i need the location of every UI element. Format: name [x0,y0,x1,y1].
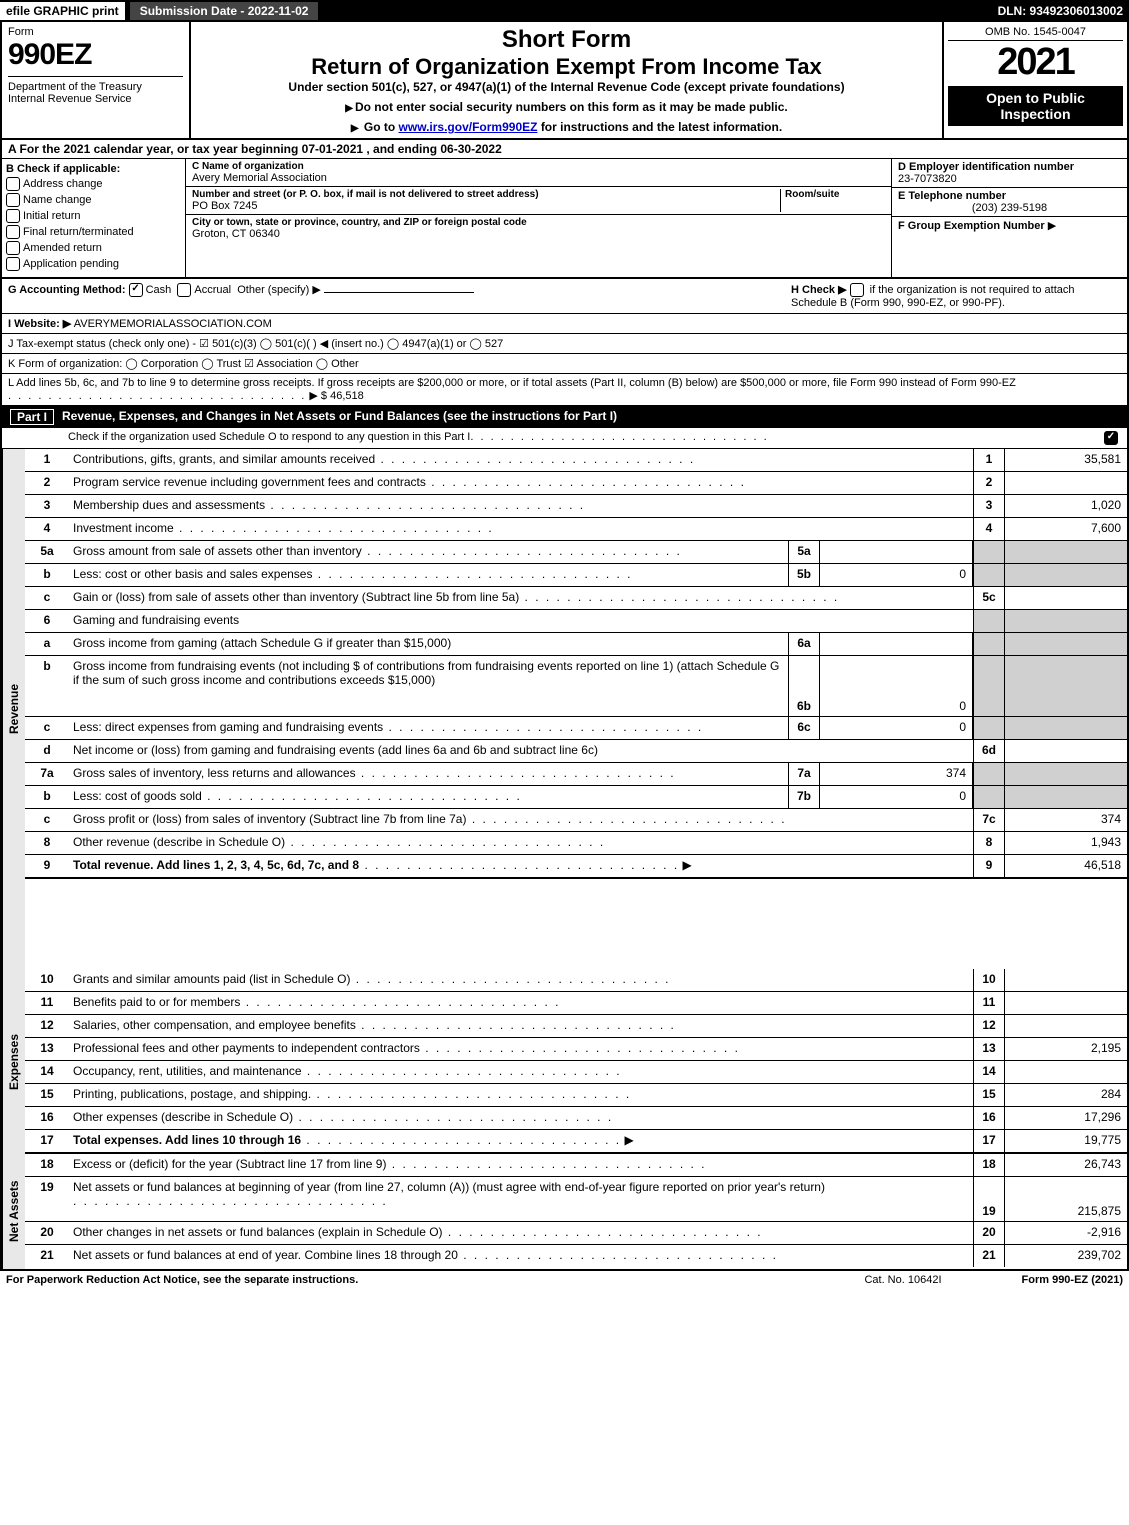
row-l-gross: L Add lines 5b, 6c, and 7b to line 9 to … [0,374,1129,406]
chk-cash[interactable]: ✓ [129,283,143,297]
form-number: 990EZ [8,38,183,72]
val-4: 7,600 [1005,518,1127,540]
c-addr-val: PO Box 7245 [192,200,780,212]
footer-catno: Cat. No. 10642I [864,1274,941,1286]
website-val: AVERYMEMORIALASSOCIATION.COM [74,318,272,330]
form-word: Form [8,26,183,38]
e-phone: (203) 239-5198 [898,202,1121,214]
chk-accrual[interactable] [177,283,191,297]
sidetab-expenses: Expenses [2,969,25,1154]
bullet-goto: Go to www.irs.gov/Form990EZ for instruct… [197,120,936,134]
e-phone-label: E Telephone number [898,190,1121,202]
submission-date: Submission Date - 2022-11-02 [129,1,320,21]
chk-final[interactable]: Final return/terminated [6,225,181,239]
header-right: OMB No. 1545-0047 2021 Open to Public In… [942,22,1127,138]
row-j-status: J Tax-exempt status (check only one) - ☑… [0,334,1129,354]
tax-year: 2021 [948,41,1123,84]
val-13: 2,195 [1005,1038,1127,1060]
open-inspection: Open to Public Inspection [948,86,1123,126]
chk-pending[interactable]: Application pending [6,257,181,271]
col-c-org: C Name of organization Avery Memorial As… [186,159,891,277]
chk-h[interactable] [850,283,864,297]
sidetab-netassets: Net Assets [2,1154,25,1269]
c-name-label: C Name of organization [192,161,885,172]
val-15: 284 [1005,1084,1127,1106]
val-7a: 374 [820,763,973,785]
col-d-ids: D Employer identification number 23-7073… [891,159,1127,277]
chk-initial[interactable]: Initial return [6,209,181,223]
f-group-label: F Group Exemption Number [898,220,1045,232]
val-16: 17,296 [1005,1107,1127,1129]
val-8: 1,943 [1005,832,1127,854]
c-addr-label: Number and street (or P. O. box, if mail… [192,189,780,200]
val-7b: 0 [820,786,973,808]
c-city-label: City or town, state or province, country… [192,217,885,228]
d-ein-label: D Employer identification number [898,161,1121,173]
l-amount: $ 46,518 [321,390,364,402]
g-label: G Accounting Method: [8,284,126,296]
irs-label: Internal Revenue Service [8,93,183,105]
top-bar: efile GRAPHIC print Submission Date - 20… [0,0,1129,22]
val-19: 215,875 [1005,1177,1127,1221]
row-i-website: I Website: ▶ AVERYMEMORIALASSOCIATION.CO… [0,314,1129,334]
efile-label: efile GRAPHIC print [0,2,125,20]
val-18: 26,743 [1005,1154,1127,1176]
section-bcd: B Check if applicable: Address change Na… [0,159,1129,279]
part1-label: Part I [10,409,54,425]
c-room-label: Room/suite [785,189,885,200]
val-1: 35,581 [1005,449,1127,471]
form-header: Form 990EZ Department of the Treasury In… [0,22,1129,140]
irs-link[interactable]: www.irs.gov/Form990EZ [399,120,538,134]
page-footer: For Paperwork Reduction Act Notice, see … [0,1271,1129,1289]
lines-table: Revenue 1Contributions, gifts, grants, a… [0,449,1129,1271]
omb-number: OMB No. 1545-0047 [948,26,1123,41]
row-a-tax-year: A For the 2021 calendar year, or tax yea… [0,140,1129,159]
val-17: 19,775 [1005,1130,1127,1152]
c-name-val: Avery Memorial Association [192,172,885,184]
h-label: H Check ▶ [791,284,847,296]
g-other-input[interactable] [324,292,474,293]
footer-right: Form 990-EZ (2021) [1022,1274,1123,1286]
dept-label: Department of the Treasury [8,76,183,93]
val-21: 239,702 [1005,1245,1127,1267]
main-title: Return of Organization Exempt From Incom… [197,54,936,80]
row-k-orgform: K Form of organization: ◯ Corporation ◯ … [0,354,1129,374]
chk-name[interactable]: Name change [6,193,181,207]
f-group-arrow: ▶ [1048,220,1056,232]
row-gh: G Accounting Method: ✓Cash Accrual Other… [0,279,1129,314]
subtitle: Under section 501(c), 527, or 4947(a)(1)… [197,80,936,94]
footer-left: For Paperwork Reduction Act Notice, see … [6,1274,358,1286]
header-center: Short Form Return of Organization Exempt… [191,22,942,138]
col-b-checkboxes: B Check if applicable: Address change Na… [2,159,186,277]
val-6b: 0 [820,656,973,716]
val-5b: 0 [820,564,973,586]
part1-title: Revenue, Expenses, and Changes in Net As… [62,409,617,425]
bullet-ssn: Do not enter social security numbers on … [197,100,936,114]
d-ein: 23-7073820 [898,173,1121,185]
val-9: 46,518 [1005,855,1127,877]
chk-address[interactable]: Address change [6,177,181,191]
b-label: B Check if applicable: [6,163,181,175]
val-6c: 0 [820,717,973,739]
val-2 [1005,472,1127,494]
val-20: -2,916 [1005,1222,1127,1244]
header-left: Form 990EZ Department of the Treasury In… [2,22,191,138]
sidetab-revenue: Revenue [2,449,25,969]
part1-header: Part I Revenue, Expenses, and Changes in… [0,406,1129,428]
val-3: 1,020 [1005,495,1127,517]
dln: DLN: 93492306013002 [998,4,1129,18]
c-city-val: Groton, CT 06340 [192,228,885,240]
short-form-title: Short Form [197,26,936,54]
chk-amended[interactable]: Amended return [6,241,181,255]
part1-checkline: Check if the organization used Schedule … [0,428,1129,449]
chk-part1-o[interactable]: ✓ [1104,431,1118,445]
val-7c: 374 [1005,809,1127,831]
